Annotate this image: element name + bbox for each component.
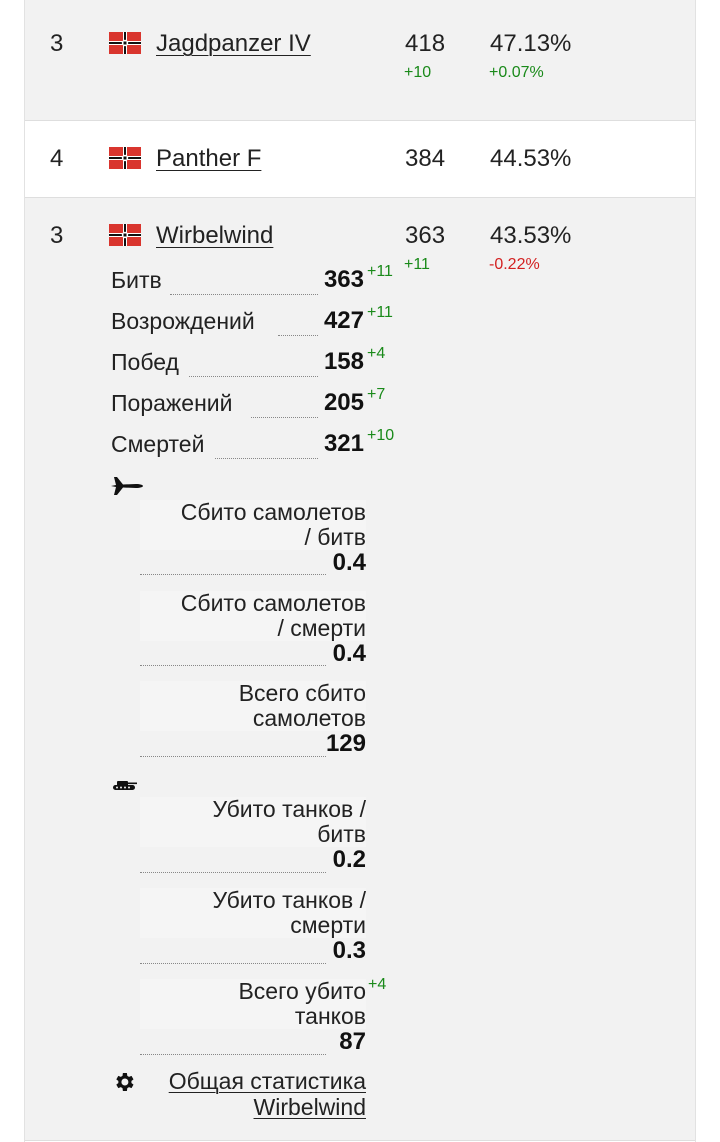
germany-flag-icon — [109, 32, 141, 54]
vehicle-row-jagdpanzer — [24, 0, 696, 120]
win-rate-delta: +0.07% — [489, 64, 544, 81]
stat-inc-deaths: +10 — [367, 427, 395, 444]
germany-flag-icon — [109, 224, 141, 246]
stat-value-deaths: 321 — [323, 430, 364, 457]
vehicle-link-wirbelwind[interactable]: Wirbelwind — [156, 222, 274, 249]
germany-flag-icon — [109, 147, 141, 169]
stat-value-wins: 158 — [323, 348, 364, 375]
stat-leader — [189, 376, 318, 377]
stat-inc-respawns: +11 — [367, 304, 393, 321]
stat-label-wins: Побед — [111, 349, 181, 376]
overall-stats-link[interactable]: Общая статистика Wirbelwind — [168, 1068, 366, 1120]
stat-label-deaths: Смертей — [111, 431, 207, 458]
row-divider — [24, 120, 696, 121]
stat-inc-battles: +11 — [367, 263, 393, 280]
air-kills-total: Всего сбито самолетов 129 — [140, 681, 366, 756]
stat-leader — [140, 665, 326, 666]
stat-leader — [140, 963, 326, 964]
table-border-left — [24, 0, 25, 1142]
vehicle-link-panther[interactable]: Panther F — [156, 145, 262, 172]
battles-delta: +10 — [404, 64, 432, 81]
battles-count: 384 — [405, 145, 446, 172]
air-kills-per-death: Сбито самолетов / смерти 0.4 — [140, 591, 366, 666]
stat-leader — [170, 294, 318, 295]
stat-inc-defeats: +7 — [367, 386, 386, 403]
battles-delta: +11 — [404, 256, 430, 273]
tank-kills-total-inc: +4 — [368, 976, 387, 993]
stat-label-defeats: Поражений — [111, 390, 235, 417]
air-kills-per-battle: Сбито самолетов / битв 0.4 — [140, 500, 366, 575]
stat-value-defeats: 205 — [323, 389, 364, 416]
tank-kills-per-battle: Убито танков / битв 0.2 — [140, 797, 366, 872]
gear-icon — [116, 1073, 134, 1091]
rank: 4 — [50, 145, 64, 172]
tank-icon — [113, 781, 137, 790]
win-rate: 43.53% — [490, 222, 572, 249]
table-border-right — [695, 0, 696, 1142]
stat-leader — [215, 458, 318, 459]
stat-leader — [251, 417, 318, 418]
battles-count: 363 — [405, 222, 446, 249]
tank-kills-total: Всего убито танков 87 — [140, 979, 366, 1054]
stat-value-battles: 363 — [323, 266, 364, 293]
vehicle-link-jagdpanzer[interactable]: Jagdpanzer IV — [156, 30, 311, 57]
rank: 3 — [50, 30, 64, 57]
stat-label-respawns: Возрождений — [111, 308, 257, 335]
airplane-icon — [111, 477, 143, 495]
row-divider — [24, 197, 696, 198]
win-rate-delta: -0.22% — [489, 256, 540, 273]
row-divider — [24, 1140, 696, 1141]
rank: 3 — [50, 222, 64, 249]
win-rate: 47.13% — [490, 30, 572, 57]
stat-label-battles: Битв — [111, 267, 164, 294]
stat-inc-wins: +4 — [367, 345, 386, 362]
stat-leader — [278, 335, 318, 336]
win-rate: 44.53% — [490, 145, 572, 172]
stat-value-respawns: 427 — [323, 307, 364, 334]
stat-leader — [140, 574, 326, 575]
stat-leader — [140, 872, 326, 873]
stat-leader — [140, 1054, 326, 1055]
battles-count: 418 — [405, 30, 446, 57]
stat-leader — [140, 756, 326, 757]
tank-kills-per-death: Убито танков / смерти 0.3 — [140, 888, 366, 963]
